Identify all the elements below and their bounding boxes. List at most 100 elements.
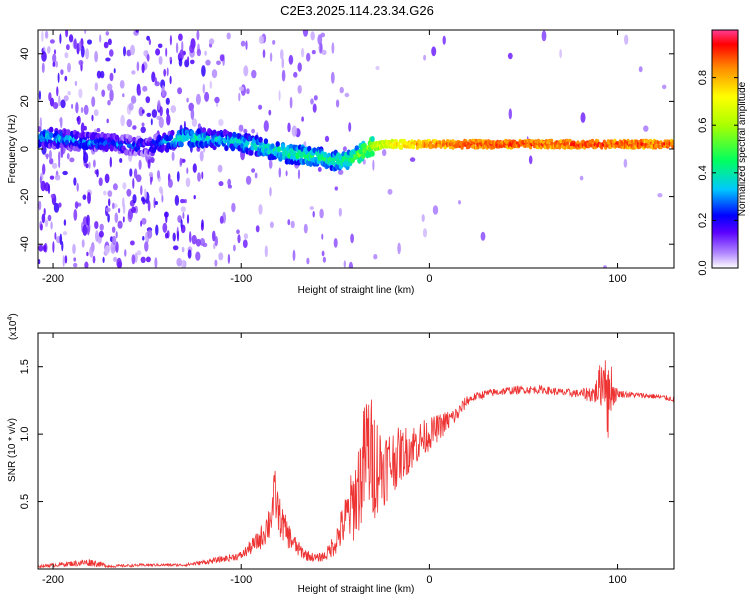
- spectrogram-noise-cell: [178, 33, 183, 41]
- spectrogram-noise-cell: [80, 107, 84, 113]
- spectrogram-noise-cell: [89, 246, 94, 258]
- spectrogram-noise-cell: [83, 125, 87, 131]
- spectrogram-noise-cell: [191, 234, 197, 245]
- spectrogram-noise-cell: [68, 34, 74, 43]
- spectrogram-noise-cell: [52, 53, 57, 64]
- spectrogram-noise-cell: [131, 254, 136, 265]
- spectrogram-noise-cell: [73, 262, 78, 268]
- spectrogram-ridge-cell: [110, 139, 116, 146]
- spectrogram-noise-cell: [49, 175, 55, 180]
- spectrogram-noise-cell: [52, 241, 55, 253]
- spectrogram-noise-cell: [164, 232, 169, 239]
- spectrogram-ridge-cell: [38, 126, 42, 133]
- spectrogram-noise-cell: [301, 116, 304, 122]
- spectrogram-noise-cell: [243, 233, 249, 240]
- spectrogram-noise-cell: [41, 62, 45, 73]
- spectrogram-noise-cell: [74, 201, 79, 209]
- spectrogram-ridge-cell: [569, 145, 574, 150]
- spectrogram-ridge-cell: [151, 147, 157, 154]
- spectrogram-noise-cell: [140, 126, 146, 134]
- spectrogram-noise-cell: [297, 62, 302, 72]
- spectrogram-noise-cell: [187, 56, 190, 63]
- spectrogram-noise-cell: [311, 50, 316, 55]
- snr-x-tick-label: -200: [42, 574, 64, 586]
- spectrogram-noise-cell: [409, 157, 416, 162]
- spectrogram-noise-cell: [122, 182, 127, 190]
- spectrogram-noise-cell: [177, 87, 183, 95]
- spectrogram-ridge-cell: [505, 140, 509, 145]
- spectrogram-noise-cell: [60, 99, 66, 109]
- snr-frame: [37, 332, 675, 570]
- spectrogram-ridge-cell: [411, 145, 415, 150]
- spectrogram-noise-cell: [145, 231, 148, 242]
- spectrogram-noise-cell: [109, 49, 114, 57]
- spectrogram-noise-cell: [63, 95, 69, 102]
- spectrogram-noise-cell: [289, 96, 293, 109]
- spectrogram-noise-cell: [185, 177, 191, 188]
- spectrogram-noise-cell: [196, 30, 200, 41]
- spectrogram-noise-cell: [421, 214, 425, 223]
- spectrogram-noise-cell: [163, 68, 167, 77]
- spectrogram-noise-cell: [297, 85, 302, 94]
- spectrogram-x-tick-label: -200: [42, 273, 64, 285]
- spectrogram-noise-cell: [579, 175, 584, 181]
- spectrogram-noise-cell: [281, 57, 285, 69]
- spectrogram-noise-cell: [187, 249, 192, 259]
- spectrogram-noise-cell: [657, 193, 663, 198]
- spectrogram-ridge-cell: [638, 144, 642, 149]
- spectrogram-noise-cell: [204, 50, 207, 56]
- spectrogram-noise-cell: [109, 156, 113, 168]
- spectrogram-noise-cell: [339, 86, 344, 94]
- spectrogram-noise-cell: [132, 125, 137, 130]
- colorbar-gradient: [712, 30, 738, 268]
- spectrogram-noise-cell: [107, 190, 113, 198]
- spectrogram-noise-cell: [201, 219, 204, 227]
- snr-series-line: [37, 360, 675, 569]
- spectrogram-noise-cell: [212, 230, 216, 242]
- spectrogram-noise-cell: [348, 122, 352, 132]
- spectrogram-noise-cell: [83, 104, 89, 115]
- spectrogram-noise-cell: [123, 46, 126, 57]
- spectrogram-noise-cell: [55, 60, 58, 68]
- spectrogram-noise-cell: [84, 261, 89, 268]
- spectrogram-noise-cell: [190, 59, 195, 65]
- spectrogram-noise-cell: [603, 265, 607, 268]
- spectrogram-y-tick-label: 40: [19, 48, 31, 60]
- spectrogram-noise-cell: [119, 158, 123, 163]
- spectrogram-x-tick-label: 100: [608, 273, 626, 285]
- spectrogram-noise-cell: [372, 159, 375, 171]
- spectrogram-noise-cell: [43, 46, 46, 52]
- spectrogram-noise-cell: [306, 257, 310, 265]
- spectrogram-noise-cell: [193, 195, 196, 200]
- spectrogram-ridge-cell: [576, 140, 580, 145]
- spectrogram-x-ticks: -200 -100 0 100: [42, 30, 627, 285]
- spectrogram-noise-cell: [78, 41, 82, 51]
- spectrogram-noise-cell: [211, 69, 218, 79]
- colorbar-tick-label: 0.6: [697, 118, 709, 133]
- spectrogram-noise-cell: [382, 149, 387, 157]
- spectrogram-noise-cell: [148, 38, 152, 46]
- spectrogram-noise-cell: [169, 75, 172, 85]
- spectrogram-ridge-cell: [539, 145, 543, 150]
- spectrogram-noise-cell: [344, 92, 350, 98]
- spectrogram-noise-cell: [73, 209, 78, 221]
- spectrogram-noise-cell: [138, 159, 142, 170]
- snr-y-ticks: 0.5 1.0 1.5: [19, 359, 674, 509]
- spectrogram-noise-cell: [59, 33, 62, 44]
- spectrogram-noise-cell: [192, 163, 197, 173]
- spectrogram-noise-cell: [87, 39, 92, 45]
- spectrogram-noise-cell: [321, 233, 324, 240]
- spectrogram-noise-cell: [268, 159, 273, 169]
- spectrogram-noise-cell: [155, 224, 159, 236]
- spectrogram-noise-cell: [112, 235, 117, 246]
- spectrogram-noise-cell: [41, 213, 46, 224]
- spectrogram-noise-cell: [117, 261, 123, 268]
- spectrogram-noise-cell: [124, 249, 127, 257]
- spectrogram-noise-cell: [82, 194, 87, 200]
- spectrogram-noise-cell: [175, 42, 179, 54]
- spectrogram-noise-cell: [53, 49, 57, 55]
- spectrogram-noise-cell: [71, 103, 74, 109]
- spectrogram-noise-cell: [238, 124, 244, 132]
- snr-y-tick-label: 0.5: [19, 494, 31, 509]
